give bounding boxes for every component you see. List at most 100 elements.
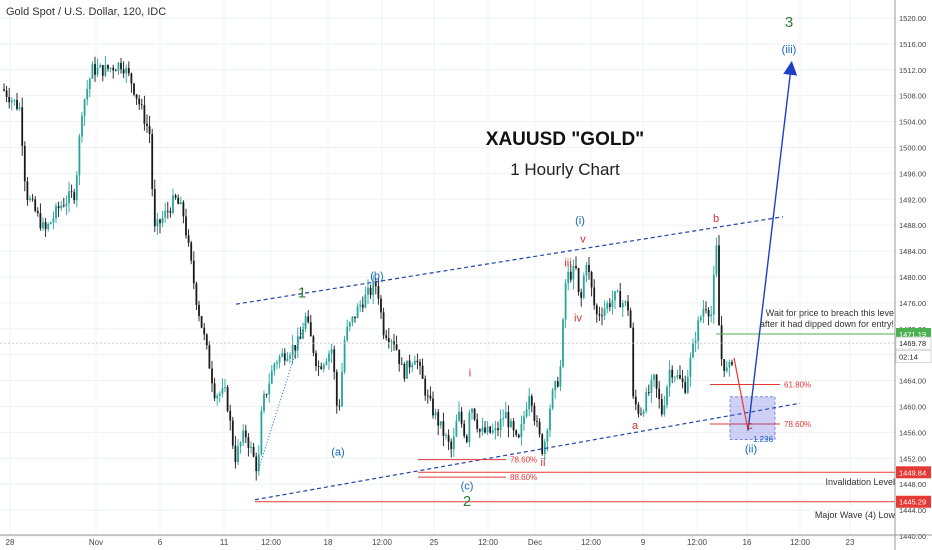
candle-body: [91, 64, 94, 79]
candle-body: [55, 206, 57, 219]
candle-body: [164, 210, 167, 218]
price-tick-label: 1456.00: [899, 428, 926, 437]
price-tick-label: 1448.00: [899, 480, 926, 489]
candles: [3, 56, 733, 481]
candle-body: [231, 420, 234, 446]
price-axis-bg: [895, 0, 932, 550]
candle-body: [247, 437, 250, 448]
candle-body: [489, 426, 492, 433]
candle-body: [465, 435, 468, 442]
candle-body: [283, 353, 286, 361]
invalidation-label: Invalidation Level: [825, 477, 895, 487]
candle-body: [432, 398, 434, 416]
time-tick-label: Nov: [89, 538, 103, 547]
candle-body: [387, 338, 390, 343]
wave-label: ii: [541, 457, 546, 469]
wave-label: v: [580, 234, 586, 246]
candle-body: [541, 434, 544, 454]
candle-body: [382, 312, 385, 336]
fib-label: 1.236: [753, 435, 774, 444]
candle-body: [159, 219, 161, 224]
candle-body: [104, 64, 107, 76]
candle-body: [562, 319, 564, 367]
candle-body: [731, 362, 733, 365]
candle-body: [250, 446, 252, 448]
fib-label: 78.60%: [510, 456, 537, 465]
candle-body: [614, 291, 616, 301]
candle-body: [309, 322, 312, 337]
wave-label: a: [632, 420, 639, 432]
price-tick-label: 1440.00: [899, 532, 926, 541]
candle-body: [575, 266, 577, 268]
candle-body: [343, 340, 346, 372]
candle-body: [328, 353, 330, 362]
candle-body: [499, 418, 502, 431]
time-tick-label: 12:00: [581, 538, 602, 547]
wave-label: (iii): [782, 44, 797, 56]
entry-note-line2: after it had dipped down for entry!: [760, 319, 894, 329]
candle-body: [673, 377, 676, 379]
price-tick-label: 1512.00: [899, 66, 926, 75]
price-axis[interactable]: 1520.00 1516.00 1512.00 1508.00 1504.00 1500.…: [894, 0, 932, 550]
candle-body: [99, 65, 102, 68]
time-tick-label: 23: [846, 538, 855, 547]
candle-body: [611, 300, 614, 308]
candle-body: [689, 357, 692, 377]
candle-body: [174, 195, 177, 198]
entry-note-line1: Wait for price to breach this level: [766, 308, 896, 318]
candle-body: [68, 191, 70, 204]
projection-down: [733, 357, 749, 431]
candle-body: [697, 320, 700, 342]
candle-body: [515, 430, 518, 435]
price-tag-label: 1469.78: [899, 339, 926, 348]
candle-body: [315, 352, 317, 366]
time-tick-label: 12:00: [687, 538, 708, 547]
price-tick-label: 1488.00: [899, 221, 926, 230]
grid: [0, 0, 895, 537]
candle-body: [681, 378, 684, 383]
candle-body: [47, 223, 50, 230]
candle-body: [244, 430, 247, 438]
price-tag-box: [895, 336, 932, 350]
candle-body: [60, 205, 63, 209]
candle-body: [5, 90, 8, 97]
candle-body: [424, 378, 427, 396]
candle-body: [289, 355, 291, 359]
price-tag-box: [895, 350, 932, 364]
price-tick-label: 1444.00: [899, 506, 926, 515]
candle-body: [226, 387, 229, 411]
candle-body: [523, 416, 525, 424]
candle-body: [588, 265, 590, 273]
candle-body: [650, 379, 653, 393]
candle-body: [294, 345, 297, 351]
candle-body: [312, 336, 315, 353]
candle-body: [153, 189, 156, 227]
candle-body: [536, 420, 538, 422]
candle-body: [595, 305, 598, 315]
time-axis[interactable]: 28 Nov 6 11 12:00 18 12:00 25 12:00 Dec 12:00 9 12:0…: [0, 534, 932, 547]
candle-body: [598, 314, 601, 316]
wave-label: iii: [564, 258, 571, 270]
candle-body: [291, 345, 294, 356]
candle-body: [577, 267, 580, 293]
candle-body: [718, 245, 720, 326]
candle-body: [564, 283, 567, 320]
candle-body: [278, 356, 281, 363]
candle-body: [333, 349, 336, 372]
candle-body: [715, 245, 718, 275]
candle-body: [36, 210, 39, 214]
candle-body: [302, 328, 304, 339]
candle-body: [723, 359, 726, 371]
candle-body: [543, 441, 546, 454]
candle-body: [434, 412, 437, 416]
candle-body: [78, 136, 81, 176]
candle-body: [203, 327, 206, 335]
candle-body: [632, 327, 635, 397]
candle-body: [16, 99, 18, 109]
wave-label: (ii): [745, 443, 757, 455]
projection-up-arrow: [747, 60, 798, 431]
candle-body: [720, 325, 723, 360]
candle-body: [354, 316, 356, 319]
